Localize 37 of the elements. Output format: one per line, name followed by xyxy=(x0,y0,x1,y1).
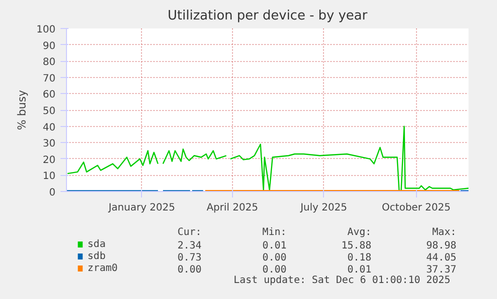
text: 0.01 xyxy=(262,240,287,252)
text: 98.98 xyxy=(426,240,456,252)
x-tick-label: January 2025 xyxy=(108,202,176,214)
text: 0.00 xyxy=(262,264,287,276)
text: 0.18 xyxy=(347,252,372,264)
text: Last update: Sat Dec 6 01:00:10 2025 xyxy=(234,275,450,286)
text: 44.05 xyxy=(426,252,456,264)
y-tick-label: 10 xyxy=(42,171,56,182)
y-tick-label: 60 xyxy=(42,90,56,101)
x-tick-label: October 2025 xyxy=(382,202,451,214)
y-tick-label: 80 xyxy=(42,57,56,68)
y-tick-label: 30 xyxy=(42,138,56,150)
text: 15.88 xyxy=(341,240,372,252)
text: Min: xyxy=(262,227,287,238)
legend-label: sda xyxy=(88,239,106,250)
x-tick-label: April 2025 xyxy=(206,202,258,214)
text: 37.37 xyxy=(426,264,456,276)
text: 0.01 xyxy=(347,264,372,276)
text: 0.00 xyxy=(177,264,202,276)
chart-title: Utilization per device - by year xyxy=(168,8,368,24)
y-tick-label: 0 xyxy=(49,188,56,198)
y-tick-label: 100 xyxy=(36,24,56,36)
y-tick-label: 70 xyxy=(42,73,56,84)
legend-label: sdb xyxy=(88,251,106,262)
y-tick-label: 20 xyxy=(42,154,56,166)
text: Avg: xyxy=(347,227,372,238)
text: 0.73 xyxy=(177,252,202,264)
text: 2.34 xyxy=(177,240,202,252)
text: Max: xyxy=(432,227,456,238)
x-tick-label: July 2025 xyxy=(299,202,348,214)
text: Cur: xyxy=(177,227,202,238)
y-axis-title: % busy xyxy=(15,89,28,130)
y-tick-label: 90 xyxy=(42,40,56,52)
y-tick-label: 40 xyxy=(42,122,56,134)
y-tick-label: 50 xyxy=(42,106,56,117)
legend-label: zram0 xyxy=(88,263,118,274)
text: 0.00 xyxy=(262,252,287,264)
